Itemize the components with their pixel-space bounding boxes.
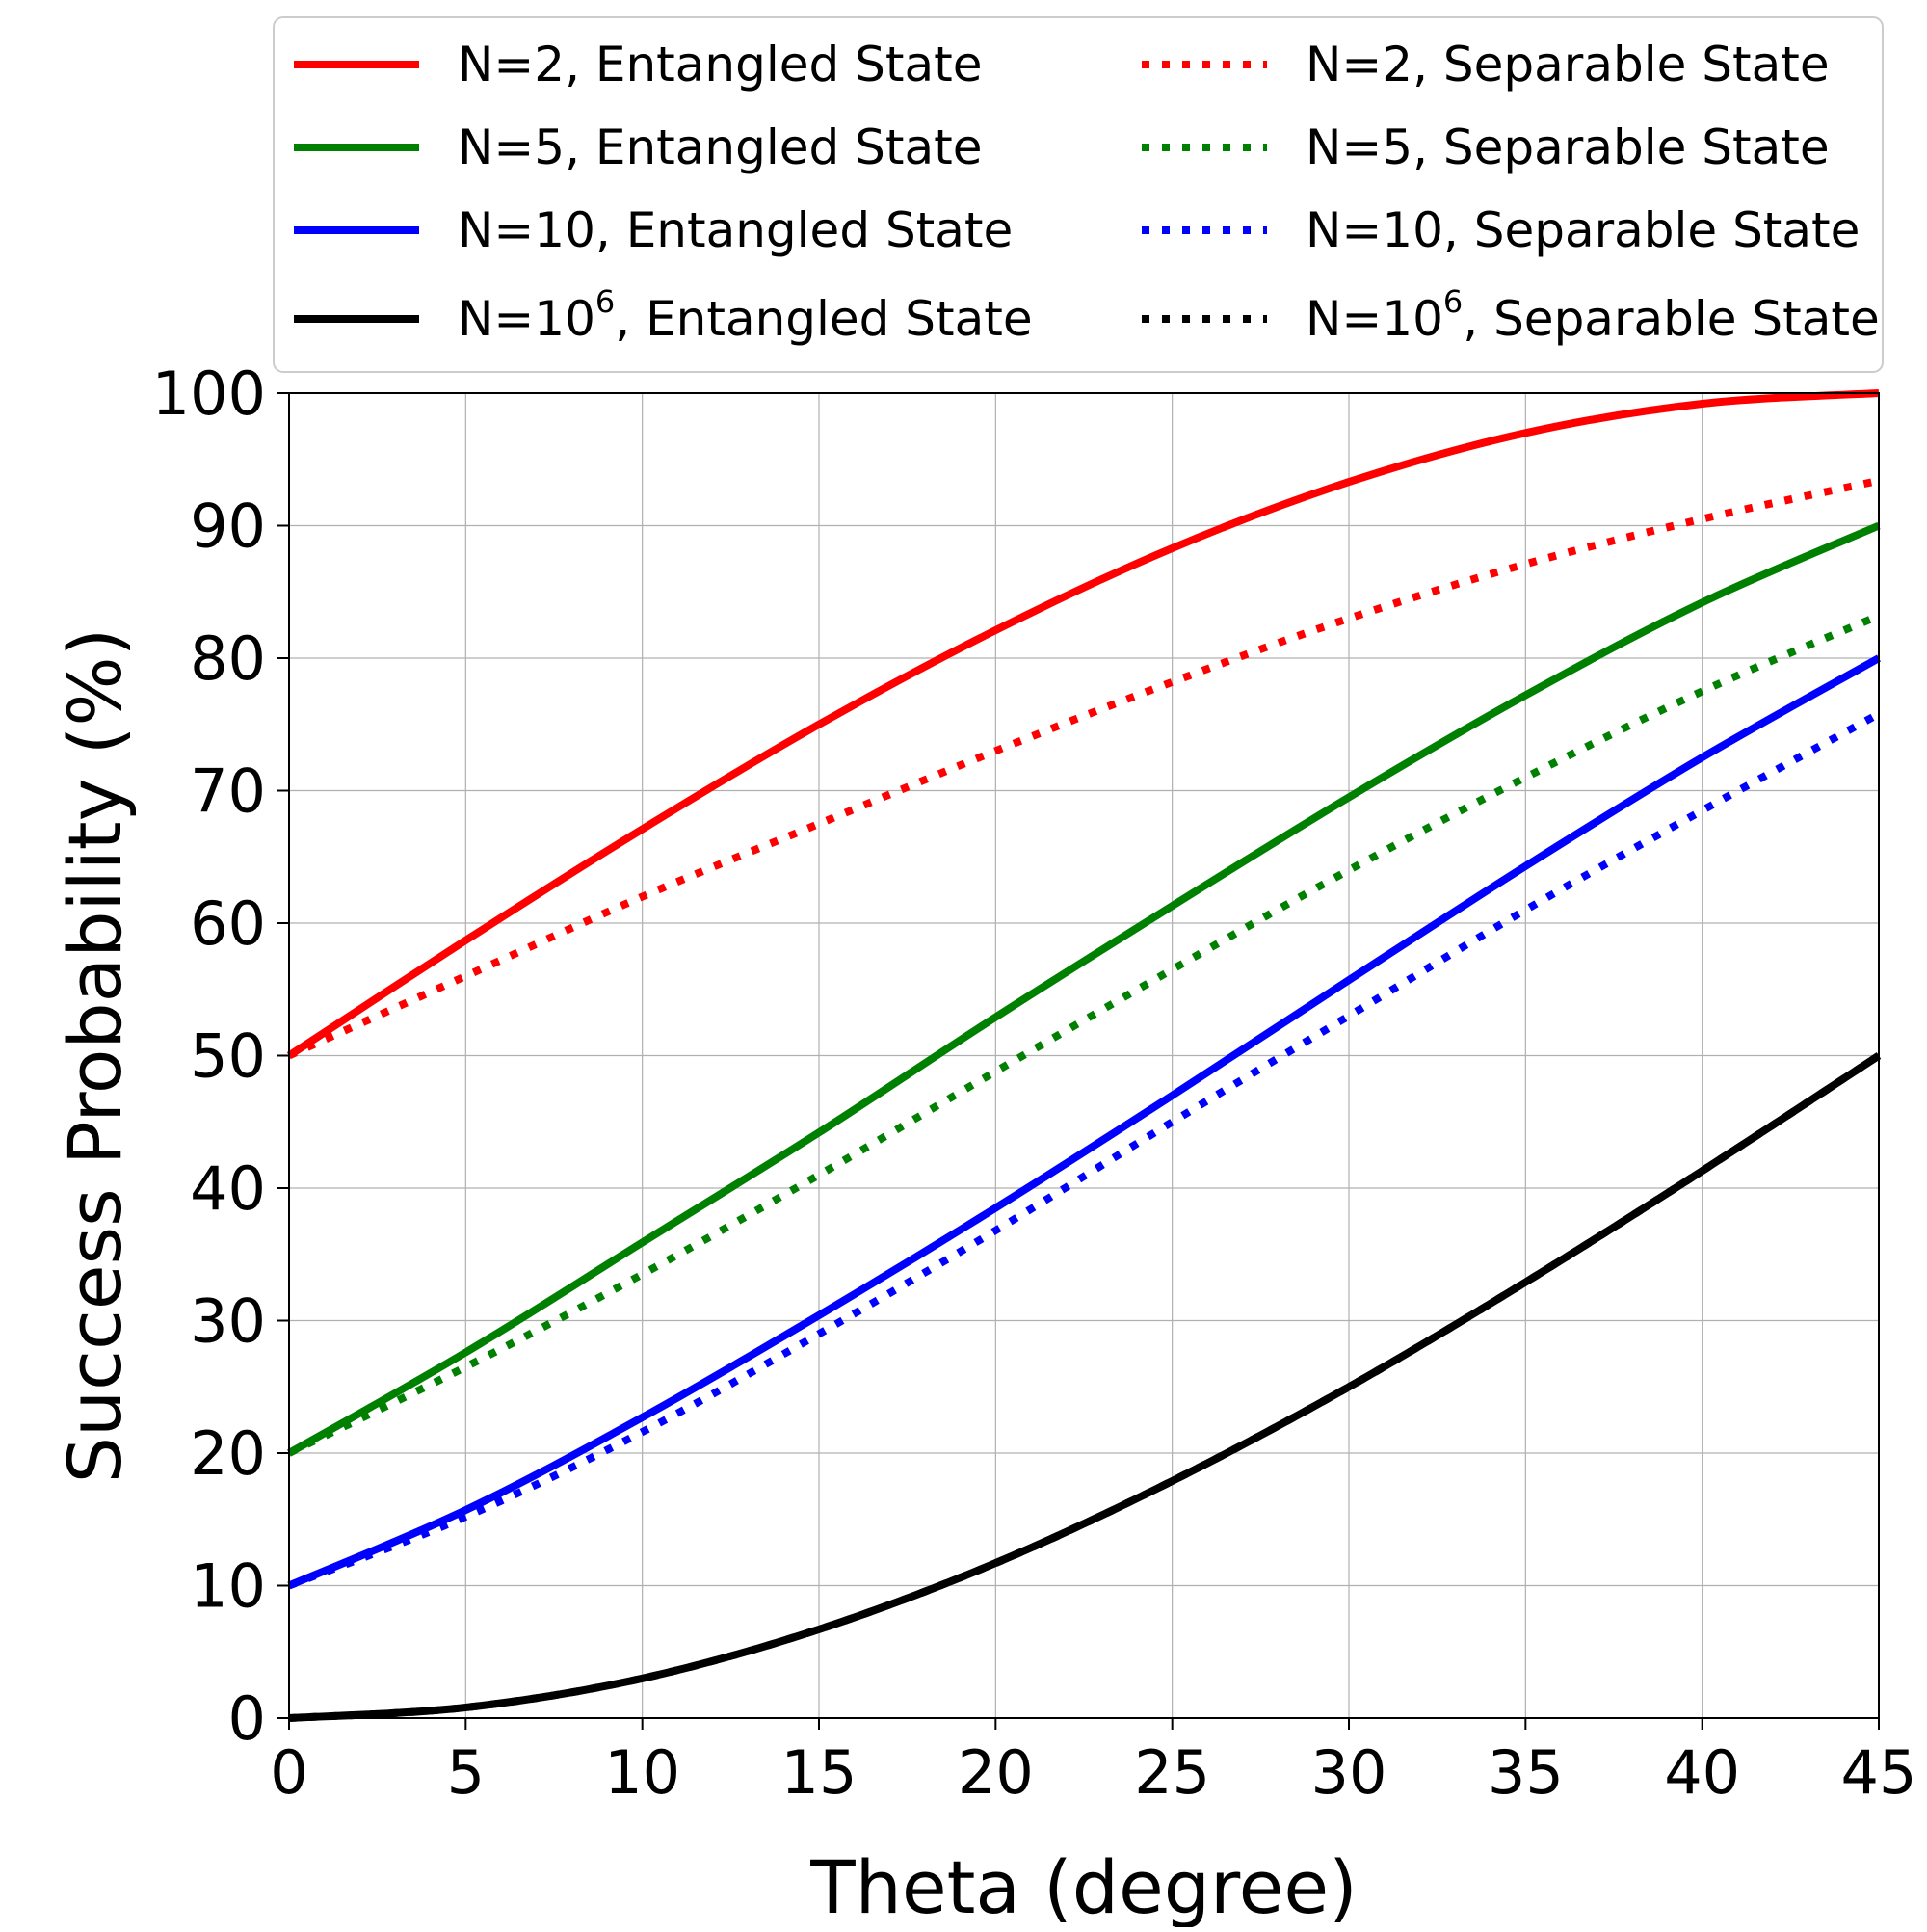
x-tick-label: 25 [1134,1737,1210,1808]
legend-box [273,16,1884,373]
y-axis-label: Success Probability (%) [52,628,138,1484]
y-tick-label: 80 [190,623,266,694]
y-tick-label: 30 [190,1286,266,1357]
x-tick-label: 35 [1488,1737,1564,1808]
legend-label: N=10, Separable State [1306,202,1860,258]
y-tick-label: 10 [190,1551,266,1622]
x-tick-label: 40 [1664,1737,1740,1808]
legend-label: N=5, Entangled State [458,119,982,175]
y-tick-label: 20 [190,1418,266,1489]
y-tick-label: 0 [228,1683,266,1754]
grid [288,392,1880,1719]
x-tick-label: 0 [270,1737,307,1808]
legend-label: N=2, Entangled State [458,37,982,93]
series-lines [286,389,1882,1722]
x-axis-label: Theta (degree) [809,1844,1358,1927]
series-line-6 [287,612,1881,1457]
x-tick-label: 45 [1841,1737,1917,1808]
ticks: 0 5 10 15 20 25 30 35 40 45 0 10 20 30 40 50 60 70 80 90 100 [152,358,1917,1808]
legend-label: N=10, Entangled State [458,202,1013,258]
series-line-4 [288,1052,1882,1722]
series-line-1 [286,389,1880,1059]
x-tick-label: 20 [958,1737,1034,1808]
x-tick-label: 5 [447,1737,485,1808]
legend-label: N=5, Separable State [1306,119,1830,175]
y-tick-label: 90 [190,491,266,562]
y-tick-label: 40 [190,1153,266,1224]
legend: N=2, Entangled State N=2, Separable State… [273,16,1884,373]
series-line-2 [287,521,1881,1457]
y-tick-label: 60 [190,888,266,959]
y-tick-label: 50 [190,1021,266,1092]
series-line-5 [287,476,1880,1060]
legend-label: N=2, Separable State [1306,37,1830,93]
legend-label: N=106, Entangled State [458,283,1033,347]
series-line-3 [287,654,1881,1590]
y-tick-label: 70 [190,756,266,827]
series-line-7 [287,710,1881,1590]
x-tick-label: 10 [604,1737,680,1808]
legend-label: N=106, Separable State [1306,283,1880,347]
x-tick-label: 15 [781,1737,858,1808]
x-tick-label: 30 [1311,1737,1387,1808]
y-tick-label: 100 [152,358,266,429]
